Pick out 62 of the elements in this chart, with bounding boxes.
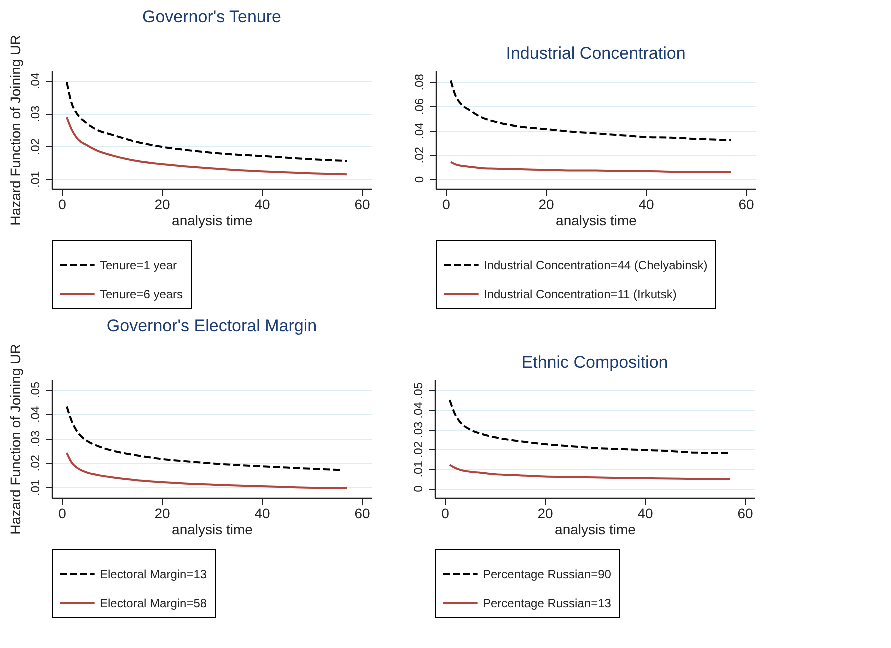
legend-label: Percentage Russian=90 [483, 568, 612, 582]
y-tick-label: .02 [412, 441, 426, 458]
x-tick-label: 40 [254, 506, 270, 522]
line-series [449, 399, 731, 454]
legend-label: Industrial Concentration=44 (Chelyabinsk) [484, 258, 708, 272]
legend-label: Electoral Margin=58 [100, 596, 208, 610]
line-series [66, 81, 348, 162]
y-tick-label: .03 [28, 430, 42, 448]
x-tick-label: 0 [58, 506, 67, 522]
y-tick-label: .01 [28, 171, 42, 188]
y-tick-label: .05 [412, 382, 426, 400]
x-tick-label: 40 [254, 196, 270, 212]
y-tick-label: 0 [412, 485, 426, 492]
x-tick-label: 60 [354, 196, 370, 212]
line-series [450, 161, 732, 173]
chart-title: Industrial Concentration [506, 44, 686, 63]
x-tick-label: 20 [154, 196, 170, 212]
chart-title: Governor's Tenure [142, 8, 282, 27]
y-tick-label: .03 [28, 105, 42, 122]
y-tick-label: .02 [412, 146, 426, 164]
y-tick-label: .04 [412, 402, 426, 419]
x-tick-label: 20 [538, 506, 554, 522]
y-tick-label: .02 [28, 138, 42, 156]
x-axis-title: analysis time [172, 522, 254, 538]
x-tick-label: 0 [442, 196, 451, 212]
x-tick-label: 0 [58, 196, 67, 212]
y-tick-label: .08 [412, 74, 426, 91]
x-tick-label: 40 [638, 506, 654, 522]
y-tick-label: .04 [28, 406, 42, 423]
x-tick-label: 20 [538, 196, 554, 212]
x-tick-label: 40 [638, 196, 654, 212]
legend-label: Tenure=6 years [100, 288, 184, 302]
legend-label: Tenure=1 year [100, 258, 178, 272]
line-series [66, 116, 348, 176]
legend-label: Electoral Margin=13 [100, 568, 208, 582]
line-series [450, 80, 732, 142]
x-tick-label: 60 [354, 506, 370, 522]
x-tick-label: 60 [738, 506, 754, 522]
y-axis-title: Hazard Function of Joining UR [8, 35, 24, 226]
y-tick-label: .04 [28, 72, 42, 90]
x-tick-label: 60 [738, 196, 754, 212]
y-tick-label: .01 [28, 479, 42, 496]
y-tick-label: .02 [28, 454, 42, 472]
line-series [449, 464, 731, 480]
line-series [66, 406, 343, 472]
y-axis-title: Hazard Function of Joining UR [8, 344, 24, 535]
y-tick-label: 0 [412, 176, 426, 184]
y-tick-label: .01 [412, 460, 426, 478]
x-axis-title: analysis time [555, 522, 636, 538]
x-axis-title: analysis time [172, 212, 254, 228]
y-tick-label: .05 [28, 382, 42, 399]
x-axis-title: analysis time [556, 212, 638, 228]
chart-title: Governor's Electoral Margin [106, 316, 318, 336]
y-tick-label: .06 [412, 98, 426, 116]
legend-label: Industrial Concentration=11 (Irkutsk) [484, 288, 677, 302]
y-tick-label: .03 [412, 422, 426, 439]
y-tick-label: .04 [412, 122, 426, 140]
legend-label: Percentage Russian=13 [483, 596, 612, 610]
chart-title: Ethnic Composition [522, 353, 668, 372]
line-series [66, 452, 348, 490]
x-tick-label: 20 [154, 506, 170, 522]
x-tick-label: 0 [442, 506, 450, 522]
